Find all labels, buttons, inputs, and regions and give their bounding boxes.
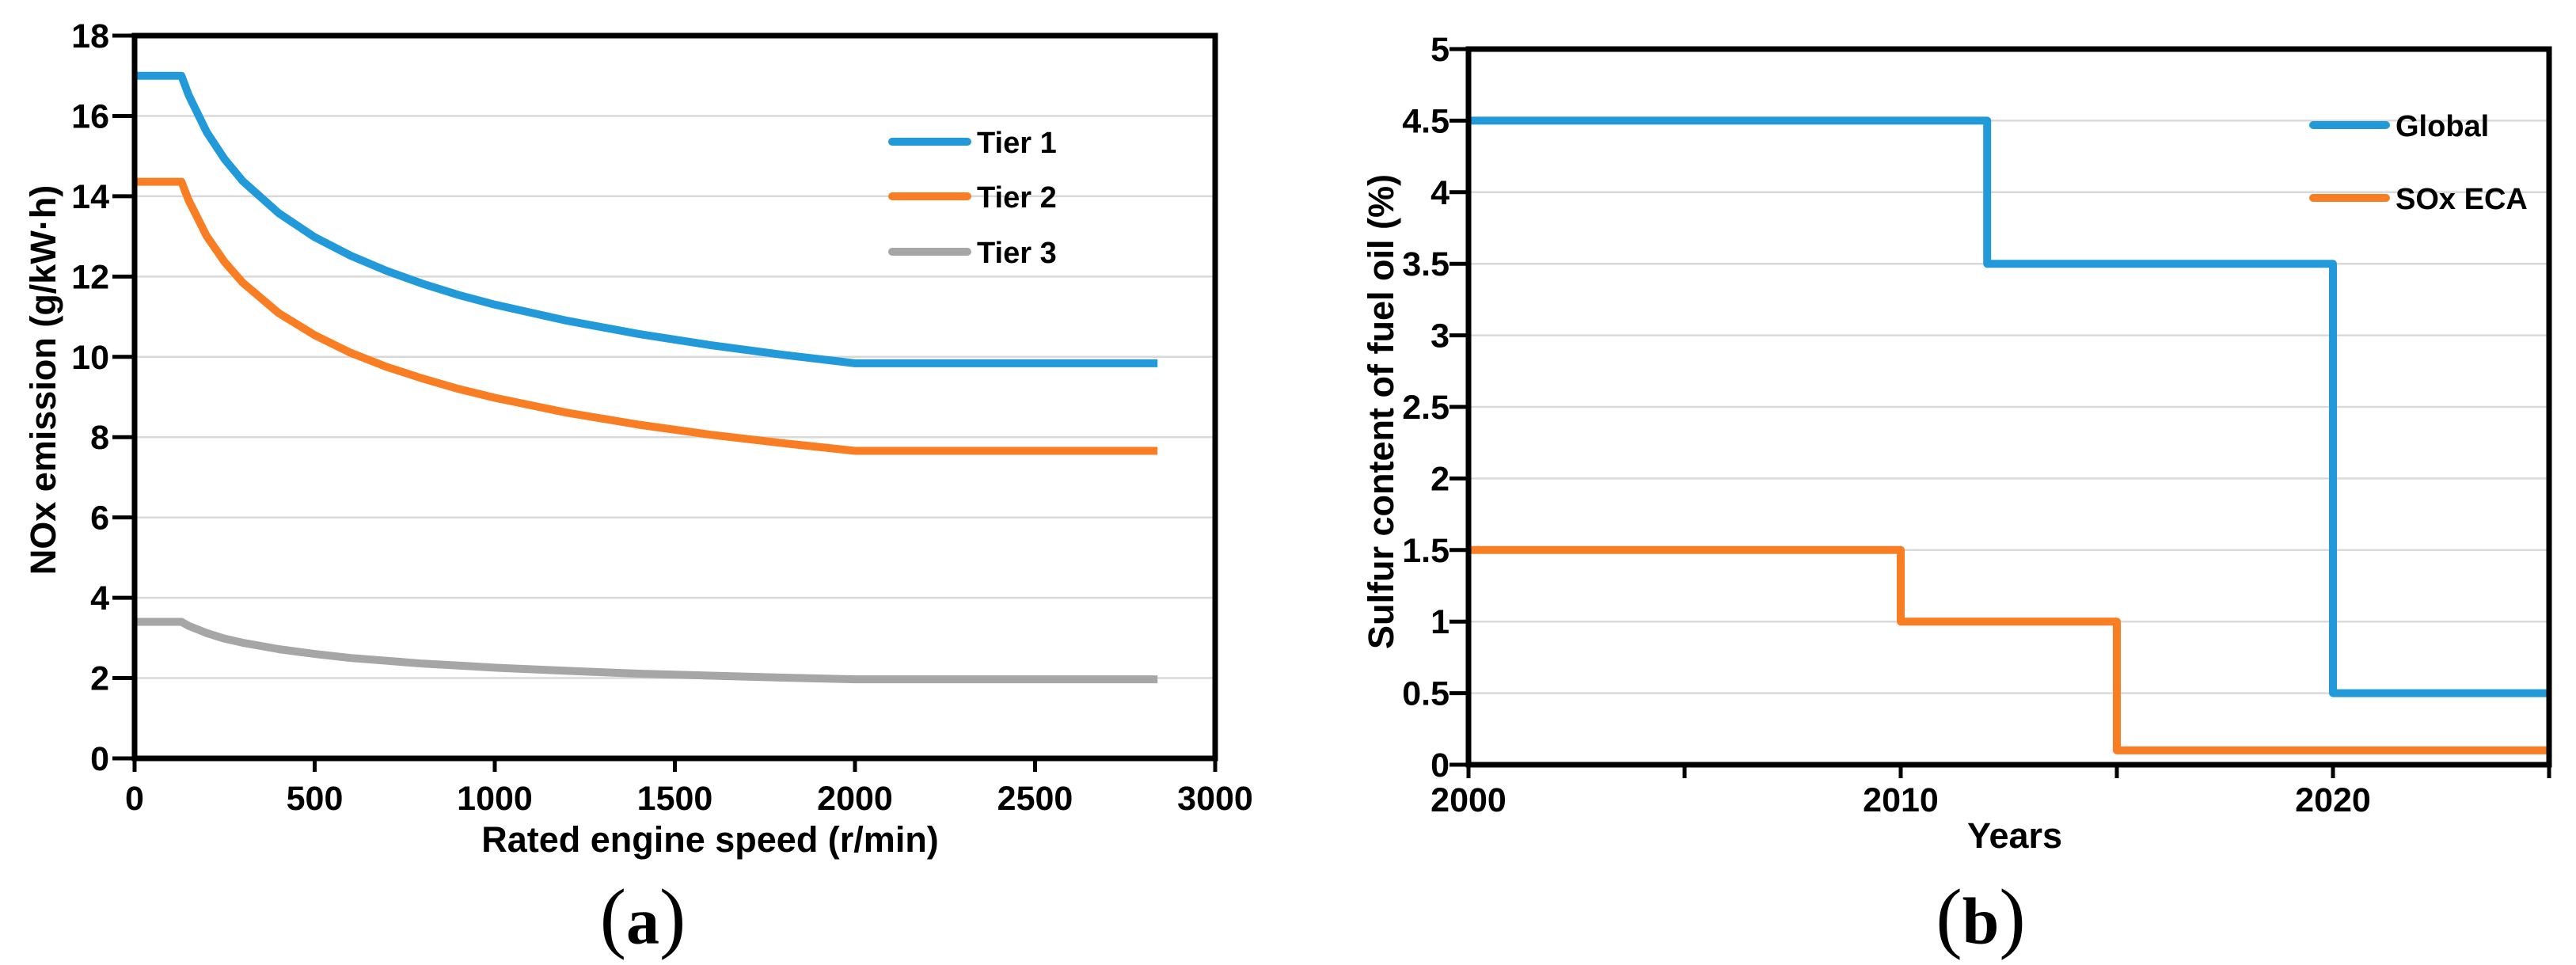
x-tick-label: 2000 (817, 780, 893, 818)
x-tick-label: 1500 (637, 780, 713, 818)
x-tick-label: 3000 (1177, 780, 1253, 818)
x-tick-label: 2000 (1430, 781, 1506, 819)
y-tick-label: 6 (90, 500, 109, 538)
legend-label-tier-2: Tier 2 (977, 181, 1057, 215)
y-tick-label: 0 (90, 740, 109, 778)
caption-b-letter: b (1962, 884, 2000, 959)
series-line-tier-3 (135, 617, 1158, 684)
y-tick-label: 3 (1430, 317, 1449, 355)
y-tick-label: 4 (90, 579, 109, 617)
y-tick-label: 4.5 (1402, 102, 1449, 140)
legend-label-sox-eca: SOx ECA (2396, 183, 2528, 216)
series-line-sox-eca (1468, 545, 2549, 754)
y-tick-label: 16 (71, 97, 109, 135)
y-tick-label: 3.5 (1402, 245, 1449, 283)
y-tick-label: 2.5 (1402, 389, 1449, 427)
x-axis-title-years: Years (1966, 815, 2063, 856)
legend-label-global: Global (2396, 110, 2489, 143)
y-tick-label: 18 (71, 17, 109, 55)
x-tick-label: 2500 (997, 780, 1073, 818)
x-tick-label: 500 (287, 780, 344, 818)
y-tick-label: 4 (1430, 174, 1449, 212)
nox-chart-canvas: 0 2 4 6 8 10 12 14 16 18 0 500 1000 1500 2000 2500 3000 T… (71, 17, 1253, 818)
y-axis-title-nox: NOx emission (g/kW·h) (23, 184, 63, 576)
x-tick-label: 2010 (1863, 781, 1939, 819)
y-tick-label: 2 (90, 660, 109, 698)
series-line-tier-2 (135, 177, 1158, 455)
y-axis-title-sulfur: Sulfur content of fuel oil (%) (1361, 174, 1401, 649)
caption-a: (a) (600, 872, 686, 963)
legend-label-tier-3: Tier 3 (977, 237, 1057, 270)
caption-b-open-paren: ( (1936, 872, 1962, 961)
y-tick-label: 0.5 (1402, 675, 1449, 713)
series-line-global (1468, 116, 2549, 697)
caption-a-letter: a (626, 884, 659, 959)
x-tick-label: 2020 (2295, 781, 2371, 819)
y-tick-label: 0 (1430, 747, 1449, 785)
y-tick-label: 1.5 (1402, 532, 1449, 570)
y-tick-label: 14 (71, 178, 109, 216)
x-tick-label: 0 (125, 780, 144, 818)
panel-b-sulfur-chart: 0 0.5 1 1.5 2 2.5 3 3.5 4 4.5 5 2000 2010 2020 Global S… (1306, 0, 2576, 965)
caption-a-close-paren: ) (659, 872, 686, 961)
x-axis-title-engine-speed: Rated engine speed (r/min) (481, 819, 939, 860)
panel-a-nox-chart: 0 2 4 6 8 10 12 14 16 18 0 500 1000 1500 2000 2500 3000 T… (23, 17, 1253, 963)
sulfur-chart-canvas: 0 0.5 1 1.5 2 2.5 3 3.5 4 4.5 5 2000 2010 2020 Global S… (1402, 31, 2552, 819)
y-tick-label: 8 (90, 419, 109, 457)
x-tick-label: 1000 (457, 780, 533, 818)
y-tick-label: 12 (71, 258, 109, 296)
y-tick-label: 1 (1430, 603, 1449, 641)
caption-b-close-paren: ) (1999, 872, 2026, 961)
y-tick-label: 10 (71, 339, 109, 377)
y-tick-label: 5 (1430, 31, 1449, 69)
y-tick-label: 2 (1430, 460, 1449, 498)
caption-a-open-paren: ( (599, 872, 626, 961)
caption-b: (b) (1936, 872, 2025, 963)
series-line-tier-1 (135, 71, 1158, 367)
legend-label-tier-1: Tier 1 (977, 127, 1057, 160)
